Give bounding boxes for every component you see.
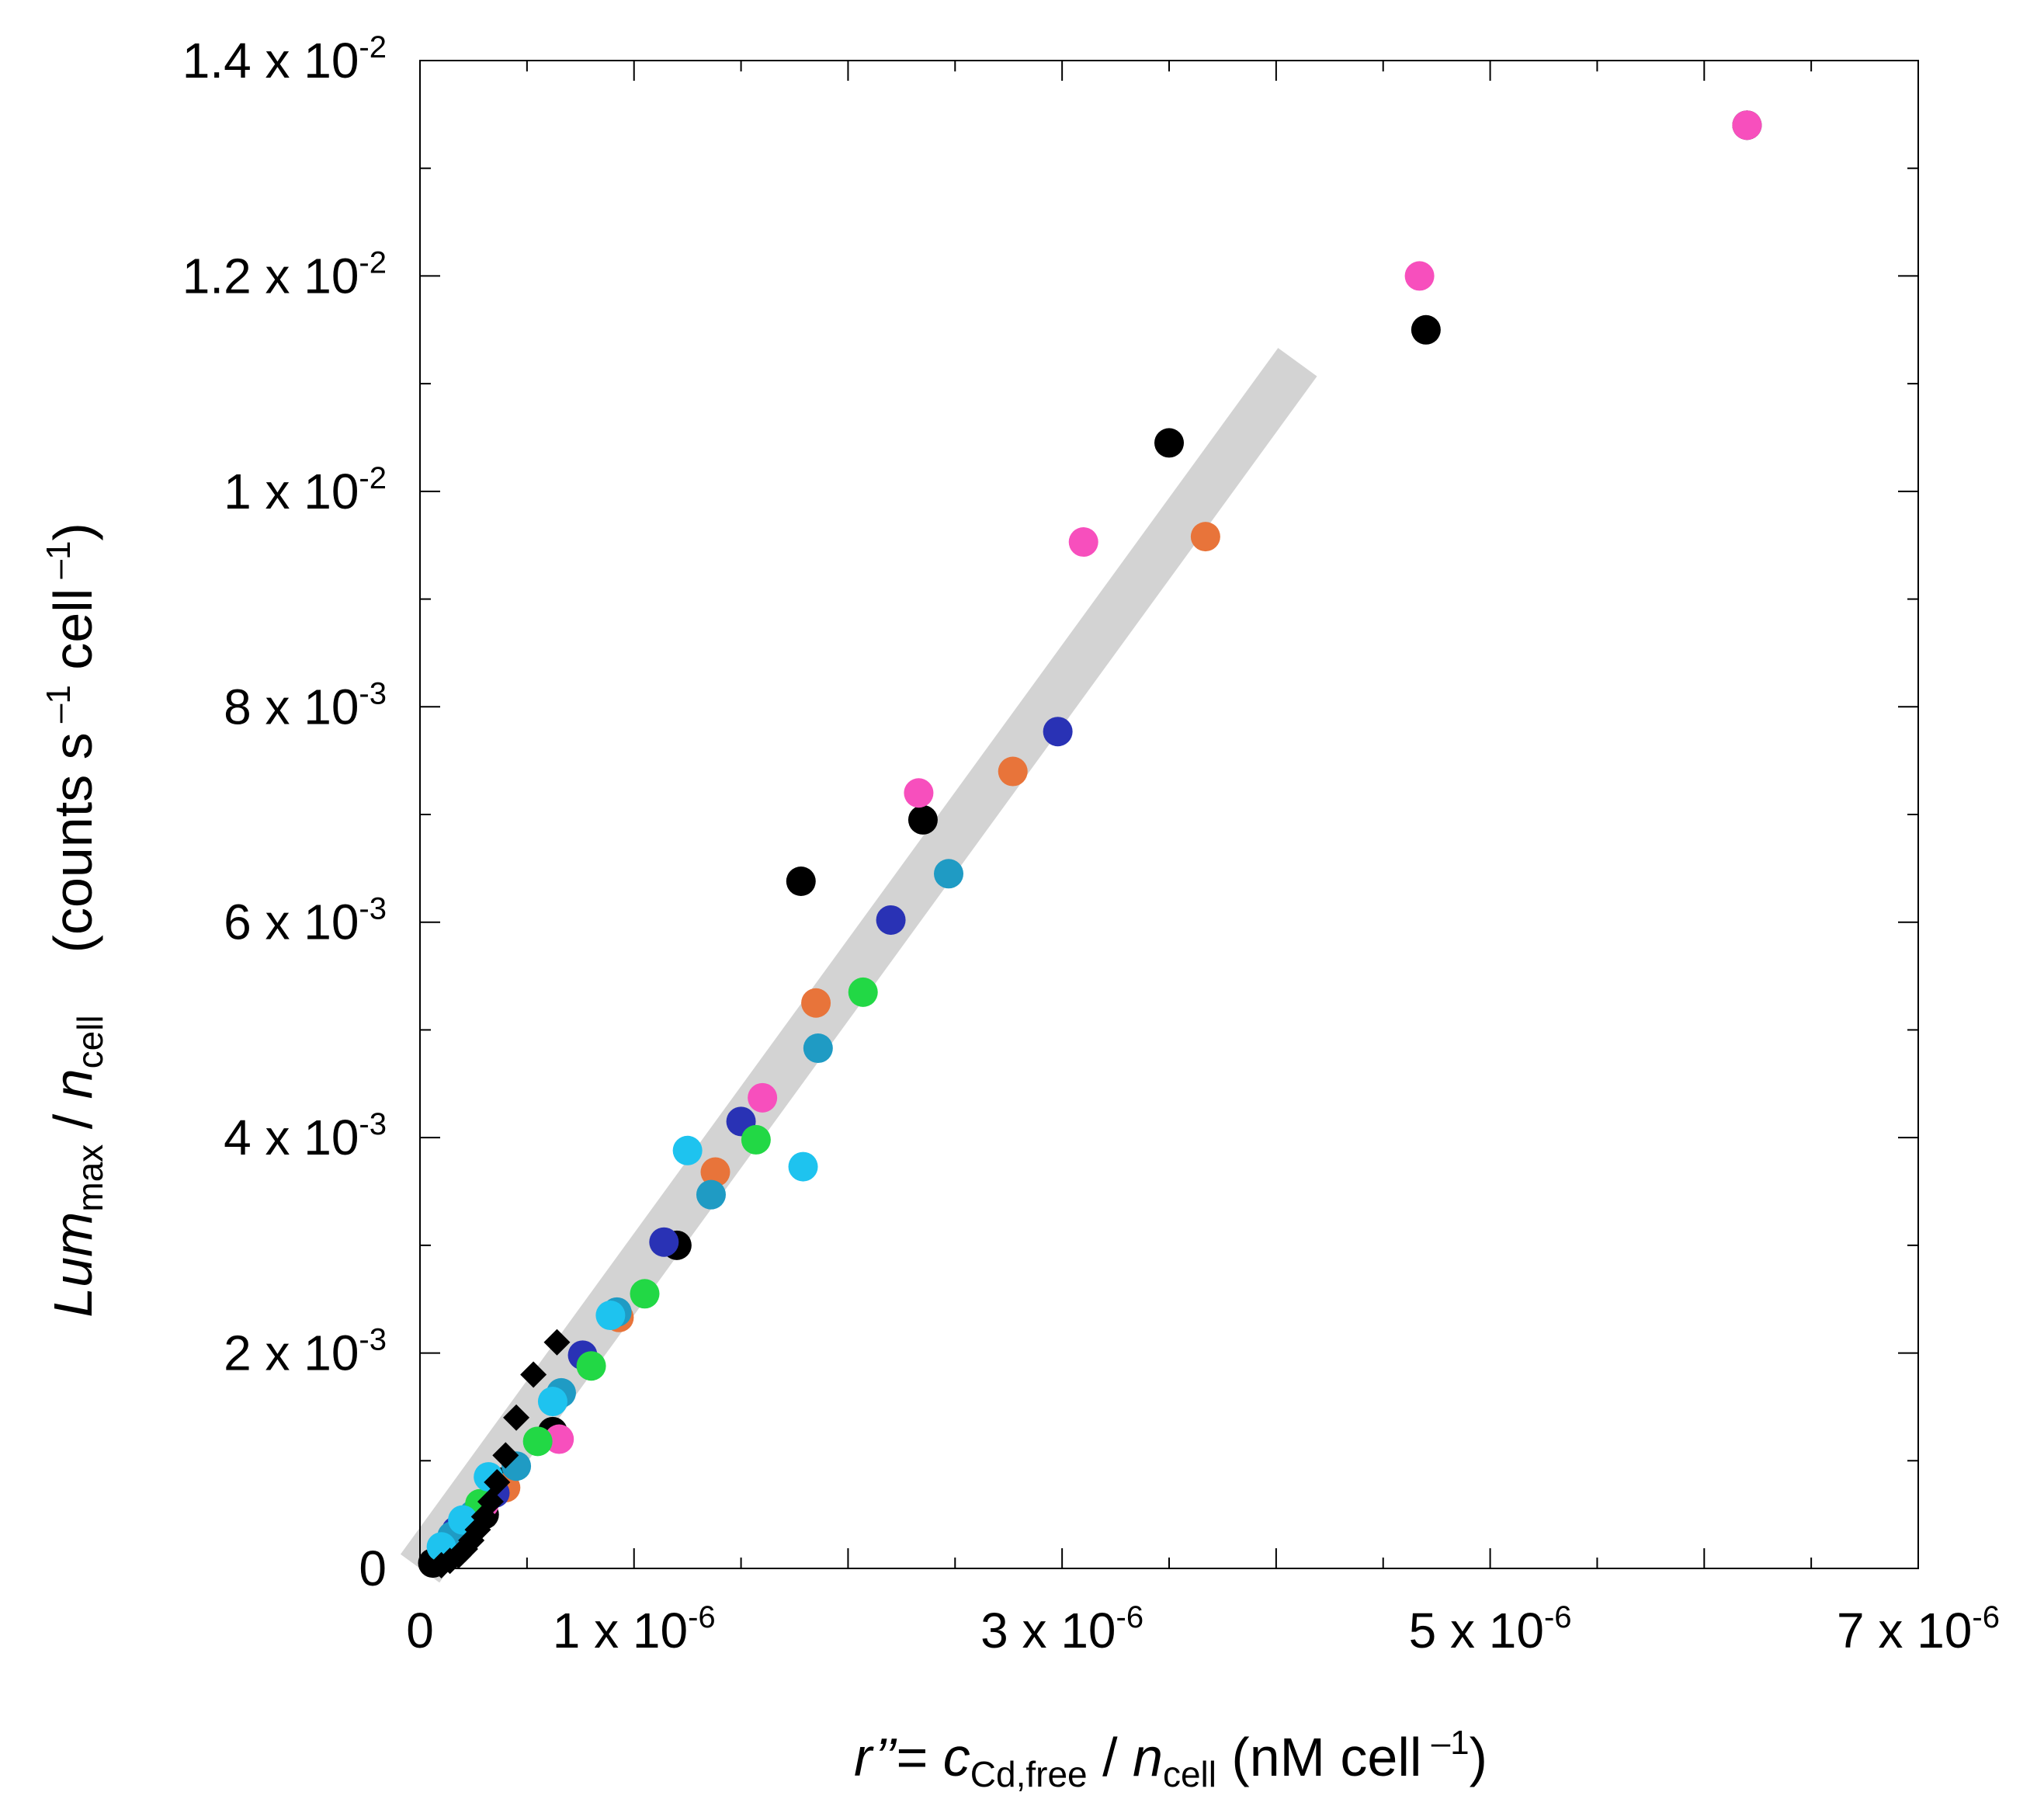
data-point xyxy=(934,859,964,889)
series-black xyxy=(418,110,1762,1579)
data-point xyxy=(1068,527,1098,557)
series-black-diamond xyxy=(428,1328,571,1579)
y-title-n: n xyxy=(43,1068,103,1099)
x-tick-label: 7 x 10-6 xyxy=(1837,1600,2000,1658)
data-point xyxy=(1732,110,1762,141)
data-point xyxy=(492,1442,519,1469)
x-title-unit-close: ) xyxy=(1470,1727,1487,1787)
x-title-unit-sup: –1 xyxy=(1421,1724,1469,1762)
data-point xyxy=(428,1551,455,1579)
y-tick-label: 1.4 x 10-2 xyxy=(182,30,387,89)
data-point xyxy=(700,1157,730,1187)
y-title-unit-a: (counts s xyxy=(43,732,103,953)
axis-ticks xyxy=(419,60,1919,1569)
x-tick-label: 5 x 10-6 xyxy=(1409,1600,1572,1658)
x-title-c: c xyxy=(943,1727,970,1787)
data-point xyxy=(876,905,906,935)
data-point xyxy=(595,1301,626,1331)
y-title-n-sub: cell xyxy=(70,1015,110,1068)
data-point xyxy=(576,1351,606,1381)
y-tick-label: 4 x 10-3 xyxy=(224,1107,387,1165)
data-point xyxy=(1411,314,1441,345)
y-title-lum: Lum xyxy=(43,1212,103,1318)
y-title-unit-b: cell xyxy=(43,589,103,685)
data-point xyxy=(741,1124,771,1155)
data-point xyxy=(537,1386,567,1416)
x-title-eq: = xyxy=(896,1727,942,1787)
data-point xyxy=(907,804,938,835)
y-title-unit-b-sup: –1 xyxy=(40,541,78,589)
data-point xyxy=(998,756,1028,787)
y-title-slash: / xyxy=(43,1099,103,1144)
data-point xyxy=(788,1151,818,1182)
fit-band-layer xyxy=(400,348,1317,1583)
data-point xyxy=(1043,717,1073,747)
data-point xyxy=(522,1426,553,1457)
data-point xyxy=(503,1404,530,1431)
x-tick-labels: 0 1 x 10-6 3 x 10-6 5 x 10-6 7 x 10-6 xyxy=(406,1600,2000,1658)
data-point xyxy=(520,1361,547,1388)
x-title-symbol: r’’ xyxy=(854,1727,897,1787)
y-tick-label: 8 x 10-3 xyxy=(224,676,387,735)
y-tick-label: 0 xyxy=(359,1540,387,1596)
data-point xyxy=(1190,522,1220,552)
y-title-unit-a-sup: –1 xyxy=(40,685,78,732)
data-point xyxy=(904,778,934,808)
fit-band xyxy=(400,348,1317,1583)
svg-text:Lummax / ncell(counts s –1 cel: Lummax / ncell(counts s –1 cell –1) xyxy=(40,523,110,1318)
x-title-c-sub: Cd,free xyxy=(970,1754,1088,1794)
data-point xyxy=(786,867,816,897)
y-title-unit-close: ) xyxy=(43,523,103,540)
data-point xyxy=(748,1082,778,1113)
data-points-layer xyxy=(418,110,1762,1579)
y-tick-label: 1.2 x 10-2 xyxy=(182,245,387,304)
x-tick-label: 0 xyxy=(406,1603,434,1658)
data-point xyxy=(544,1424,574,1454)
data-point xyxy=(630,1279,660,1309)
data-point xyxy=(1154,428,1184,458)
y-tick-label: 2 x 10-3 xyxy=(224,1323,387,1381)
data-point xyxy=(803,1033,833,1064)
x-title-n: n xyxy=(1133,1727,1163,1787)
data-point xyxy=(543,1328,571,1356)
x-tick-label: 1 x 10-6 xyxy=(553,1600,716,1658)
x-tick-label: 3 x 10-6 xyxy=(980,1600,1143,1658)
y-axis-title: Lummax / ncell(counts s –1 cell –1) xyxy=(40,523,110,1318)
data-point xyxy=(801,988,831,1018)
data-point xyxy=(696,1179,726,1210)
x-title-slash: / xyxy=(1088,1727,1133,1787)
y-title-lum-sub: max xyxy=(70,1144,110,1212)
y-tick-label: 1 x 10-2 xyxy=(224,461,387,519)
data-point xyxy=(672,1135,703,1165)
y-tick-labels: 0 2 x 10-3 4 x 10-3 6 x 10-3 8 x 10-3 1 x 10-… xyxy=(182,30,387,1596)
x-title-n-sub: cell xyxy=(1163,1754,1216,1794)
data-point xyxy=(848,977,878,1007)
y-tick-label: 6 x 10-3 xyxy=(224,892,387,950)
series-magenta xyxy=(469,110,1762,1519)
data-point xyxy=(649,1227,679,1257)
plot-area-frame xyxy=(419,60,1919,1569)
data-point xyxy=(1404,261,1435,291)
x-title-unit: (nM cell xyxy=(1216,1727,1421,1787)
x-axis-title: r’’= cCd,free / ncell (nM cell –1) xyxy=(854,1724,1487,1794)
